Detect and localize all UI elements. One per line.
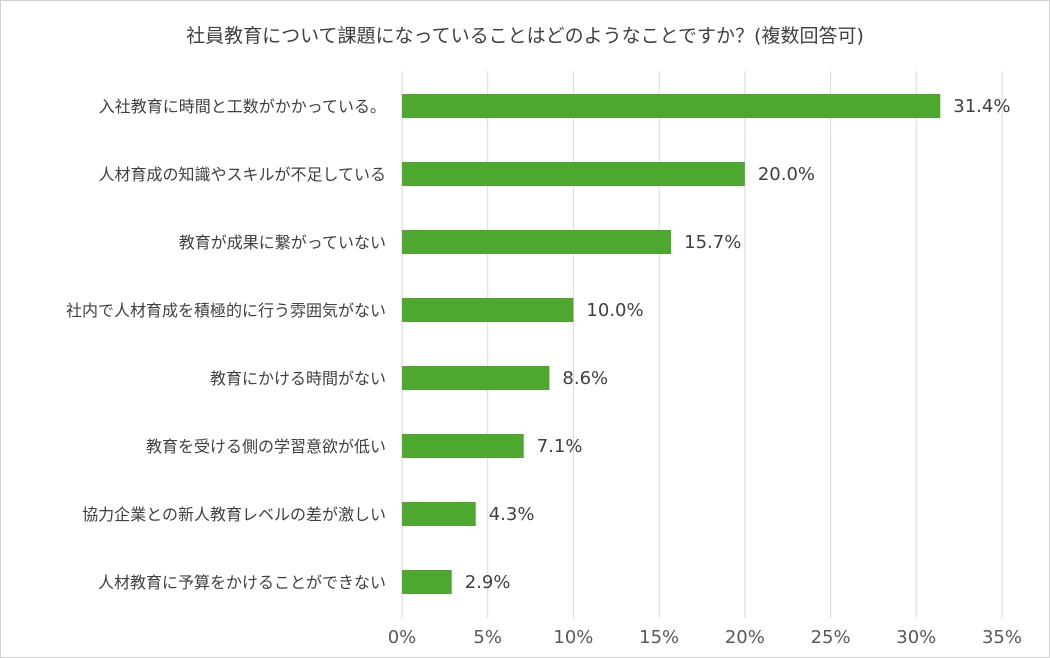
- chart-title: 社員教育について課題になっていることはどのようなことですか？(複数回答可): [186, 25, 864, 47]
- category-label: 教育が成果に繋がっていない: [179, 233, 386, 252]
- bar: [402, 502, 476, 526]
- data-label: 15.7%: [684, 232, 741, 253]
- x-tick-label: 20%: [725, 627, 765, 648]
- bars: [402, 94, 941, 594]
- x-tick-label: 10%: [553, 627, 593, 648]
- x-tick-label: 0%: [388, 627, 417, 648]
- data-label: 20.0%: [758, 164, 815, 185]
- x-axis-ticks: 0% 5% 10% 15% 20% 25% 30% 35%: [388, 627, 1022, 648]
- category-label: 教育にかける時間がない: [210, 369, 386, 388]
- bar: [402, 570, 452, 594]
- category-label: 社内で人材育成を積極的に行う雰囲気がない: [66, 301, 386, 320]
- x-tick-label: 35%: [982, 627, 1022, 648]
- bar: [402, 366, 550, 390]
- bar: [402, 230, 672, 254]
- data-label: 2.9%: [465, 572, 511, 593]
- x-tick-label: 30%: [896, 627, 936, 648]
- category-label: 入社教育に時間と工数がかかっている。: [99, 97, 386, 116]
- x-tick-label: 5%: [473, 627, 502, 648]
- data-label: 7.1%: [537, 436, 583, 457]
- gridlines: [401, 71, 1003, 618]
- bar: [402, 94, 941, 118]
- bar: [402, 298, 574, 322]
- data-label: 31.4%: [953, 96, 1010, 117]
- category-label: 協力企業との新人教育レベルの差が激しい: [82, 505, 386, 524]
- bar: [402, 162, 745, 186]
- category-label: 人材育成の知識やスキルが不足している: [98, 165, 386, 184]
- data-label: 4.3%: [489, 504, 535, 525]
- bar: [402, 434, 524, 458]
- category-label: 教育を受ける側の学習意欲が低い: [146, 437, 386, 456]
- x-tick-label: 15%: [639, 627, 679, 648]
- category-label: 人材教育に予算をかけることができない: [98, 573, 386, 592]
- x-tick-label: 25%: [811, 627, 851, 648]
- data-label: 8.6%: [562, 368, 608, 389]
- value-labels: 31.4% 20.0% 15.7% 10.0% 8.6% 7.1% 4.3% 2.9%: [465, 96, 1011, 593]
- data-label: 10.0%: [586, 300, 643, 321]
- category-labels: 入社教育に時間と工数がかかっている。人材育成の知識やスキルが不足している教育が成…: [66, 97, 386, 592]
